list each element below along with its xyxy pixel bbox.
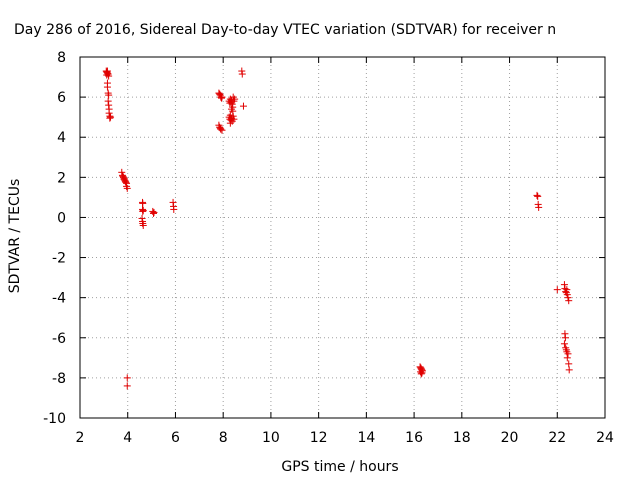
x-tick-label: 12 [310,430,328,446]
y-tick-label: 4 [57,130,66,146]
grid [80,57,605,418]
data-point [238,70,246,78]
x-tick-label: 14 [357,430,375,446]
tick-marks [79,56,606,419]
data-point [226,119,234,127]
x-tick-label: 24 [596,430,614,446]
data-point [103,83,111,91]
data-point [139,199,147,207]
data-point [535,203,543,211]
x-tick-label: 6 [171,430,180,446]
data-point [564,294,572,302]
data-point [231,95,239,103]
x-tick-label: 2 [76,430,85,446]
data-point [170,205,178,213]
data-point [217,125,225,133]
data-point [118,168,126,176]
data-point [565,360,573,368]
data-point [563,354,571,362]
x-tick-label: 18 [453,430,471,446]
data-point [218,93,226,101]
x-axis-label: GPS time / hours [281,459,398,475]
data-point [563,291,571,299]
y-tick-label: 8 [57,50,66,66]
data-point [533,191,541,199]
data-point [218,126,226,134]
y-axis-label: SDTVAR / TECUs [7,179,23,294]
data-point [534,192,542,200]
chart-title: Day 286 of 2016, Sidereal Day-to-day VTE… [14,22,556,38]
data-point [239,102,247,110]
data-point [123,184,131,192]
data-point [564,350,572,358]
data-point [229,112,237,120]
data-point [230,115,238,123]
y-tick-label: -10 [43,411,66,427]
y-tick-label: 6 [57,90,66,106]
y-tick-label: 0 [57,210,66,226]
data-point [565,297,573,305]
data-point [561,334,569,342]
x-tick-label: 10 [262,430,280,446]
data-point [553,286,561,294]
x-tick-labels: 2 4 6 8 10 12 14 16 18 20 22 24 [76,430,614,446]
data-point [105,109,113,117]
data-point [106,114,114,122]
data-point [107,113,115,121]
y-tick-label: -2 [52,251,66,267]
data-point [418,369,426,377]
data-points [102,67,573,390]
x-tick-label: 16 [405,430,423,446]
data-point [105,91,113,99]
y-tick-label: -6 [52,331,66,347]
data-point [123,374,131,382]
x-tick-label: 4 [123,430,132,446]
y-tick-label: 2 [57,170,66,186]
data-point [122,178,130,186]
x-tick-label: 8 [219,430,228,446]
data-point [417,370,425,378]
data-point [150,208,158,216]
data-point [139,221,147,229]
y-tick-label: -4 [52,291,66,307]
data-point [560,340,568,348]
plot-frame [79,56,606,419]
data-point [226,111,234,119]
data-point [105,72,113,80]
data-point [123,382,131,390]
x-tick-label: 22 [548,430,566,446]
y-tick-label: -8 [52,371,66,387]
data-point [561,285,569,293]
data-point [139,207,147,215]
data-point [565,366,573,374]
x-tick-label: 20 [501,430,519,446]
y-tick-labels: 8 6 4 2 0 -2 -4 -6 -8 -10 [43,50,66,427]
data-point [103,67,111,75]
